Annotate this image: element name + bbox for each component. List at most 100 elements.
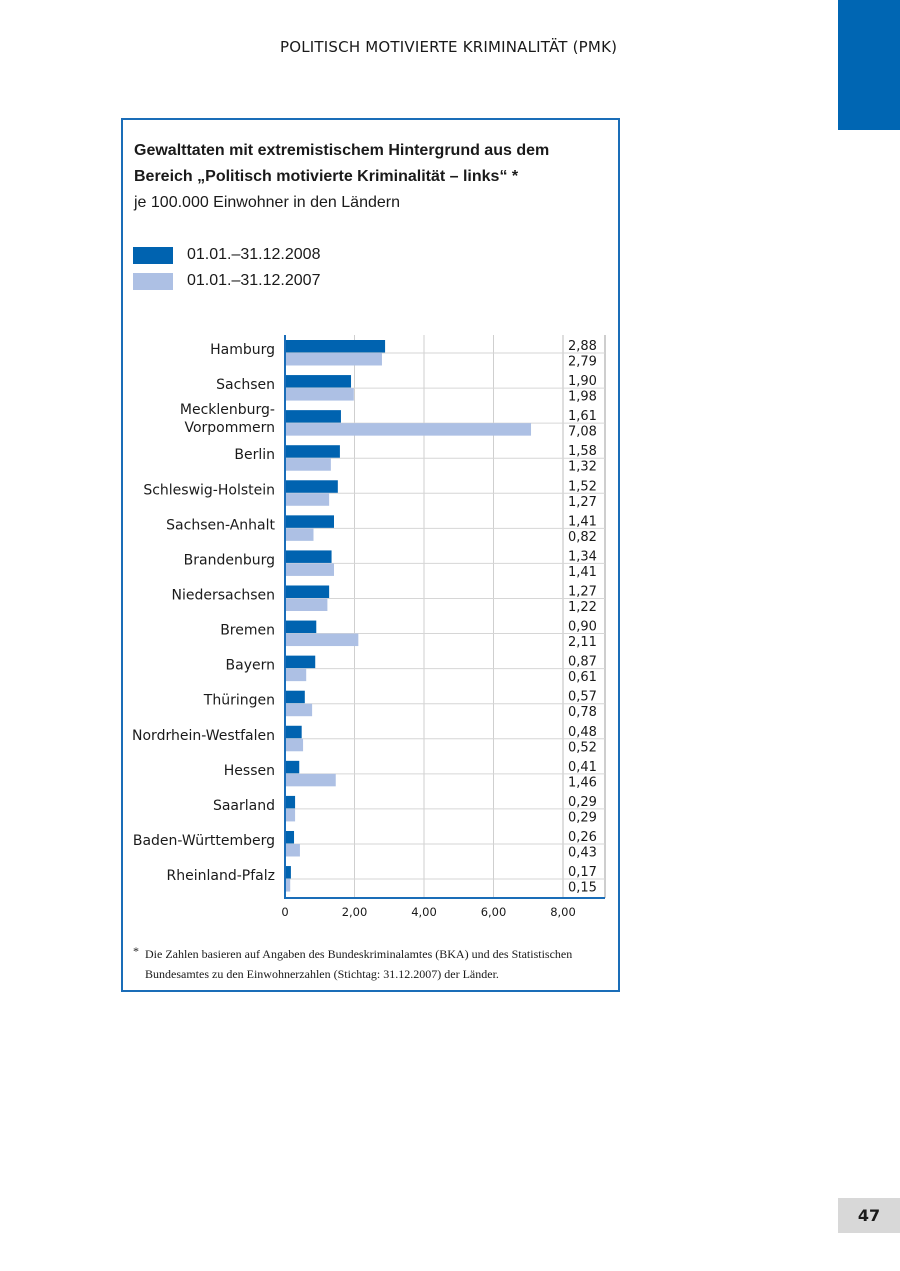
bar-2007	[285, 598, 328, 611]
value-label: 1,32	[568, 460, 597, 475]
value-label: 0,26	[568, 830, 597, 845]
legend-swatch	[133, 246, 173, 264]
value-label: 0,61	[568, 670, 597, 685]
category-label: Bremen	[220, 623, 275, 639]
bar-2008	[285, 725, 302, 739]
bar-2007	[285, 528, 314, 541]
bar-2008	[285, 620, 317, 634]
page-number: 47	[838, 1198, 900, 1233]
category-label: Sachsen-Anhalt	[166, 517, 275, 533]
chart-heading: Gewalttaten mit extremistischem Hintergr…	[134, 138, 610, 216]
category-label: Mecklenburg-	[180, 402, 275, 418]
bar-2007	[285, 843, 300, 857]
bar-2007	[285, 738, 304, 752]
bar-2008	[285, 585, 330, 598]
running-header: POLITISCH MOTIVIERTE KRIMINALITÄT (PMK)	[280, 38, 618, 56]
bar-2008	[285, 795, 296, 809]
category-label: Saarland	[213, 798, 275, 814]
value-label: 0,90	[568, 620, 597, 635]
value-label: 0,82	[568, 530, 597, 545]
category-label: Thüringen	[203, 693, 275, 709]
legend-label: 01.01.–31.12.2007	[187, 272, 321, 289]
bar-2007	[285, 773, 336, 787]
chart-frame	[121, 118, 620, 992]
category-label: Hamburg	[210, 342, 275, 358]
legend-swatch	[133, 272, 173, 290]
bar-2007	[285, 563, 334, 576]
value-label: 1,41	[568, 514, 597, 529]
footnote-marker: *	[133, 944, 139, 958]
value-label: 2,11	[568, 635, 597, 650]
category-label: Vorpommern	[184, 420, 275, 436]
value-label: 0,15	[568, 881, 597, 896]
x-tick-label: 2,00	[342, 905, 368, 919]
value-label: 2,79	[568, 355, 597, 370]
x-tick-label: 8,00	[550, 905, 576, 919]
value-label: 1,41	[568, 565, 597, 580]
footnote: * Die Zahlen basieren auf Angaben des Bu…	[133, 944, 608, 984]
value-label: 0,78	[568, 705, 597, 720]
value-label: 1,34	[568, 549, 597, 564]
bar-2008	[285, 690, 305, 704]
bar-2008	[285, 866, 291, 879]
bar-2007	[285, 493, 330, 506]
x-tick-label: 6,00	[481, 905, 507, 919]
bar-2007	[285, 633, 359, 647]
value-label: 1,27	[568, 495, 597, 510]
x-tick-label: 4,00	[411, 905, 437, 919]
chart-subtitle: je 100.000 Einwohner in den Ländern	[134, 194, 400, 211]
footnote-text: Die Zahlen basieren auf Angaben des Bund…	[145, 947, 573, 981]
bar-2007	[285, 703, 313, 717]
value-label: 1,52	[568, 479, 597, 494]
value-label: 1,61	[568, 409, 597, 424]
category-label: Sachsen	[216, 377, 275, 393]
bar-2007	[285, 388, 354, 401]
value-label: 0,17	[568, 865, 597, 880]
value-label: 1,90	[568, 374, 597, 389]
value-label: 0,52	[568, 740, 597, 755]
section-tab	[838, 0, 900, 130]
bar-2008	[285, 445, 340, 458]
value-label: 0,43	[568, 845, 597, 860]
category-label: Bayern	[226, 658, 275, 674]
category-label: Berlin	[234, 447, 275, 463]
chart-title: Gewalttaten mit extremistischem Hintergr…	[134, 142, 550, 185]
category-label: Nordrhein-Westfalen	[132, 728, 275, 744]
bar-2008	[285, 410, 341, 423]
value-label: 7,08	[568, 425, 597, 440]
bar-2008	[285, 515, 334, 528]
bar-2007	[285, 353, 382, 366]
category-label: Baden-Württemberg	[133, 833, 275, 849]
value-label: 0,29	[568, 795, 597, 810]
bar-2008	[285, 375, 352, 388]
value-label: 0,41	[568, 760, 597, 775]
category-label: Hessen	[224, 763, 275, 779]
bar-2008	[285, 480, 338, 493]
category-label: Niedersachsen	[172, 587, 275, 603]
bar-2008	[285, 760, 300, 774]
legend-label: 01.01.–31.12.2008	[187, 246, 321, 263]
value-label: 0,87	[568, 655, 597, 670]
value-label: 1,22	[568, 600, 597, 615]
value-label: 1,46	[568, 775, 597, 790]
value-label: 1,98	[568, 390, 597, 405]
value-label: 0,57	[568, 690, 597, 705]
value-label: 1,27	[568, 584, 597, 599]
category-label: Rheinland-Pfalz	[167, 868, 275, 884]
value-label: 0,48	[568, 725, 597, 740]
bar-2007	[285, 458, 331, 471]
bar-2008	[285, 655, 316, 669]
category-label: Brandenburg	[184, 552, 275, 568]
value-label: 0,29	[568, 810, 597, 825]
bar-2007	[285, 879, 291, 892]
bar-2008	[285, 830, 295, 844]
category-label: Schleswig-Holstein	[143, 482, 275, 498]
legend-item-2007: 01.01.–31.12.2007	[133, 272, 320, 290]
bar-2007	[285, 808, 296, 822]
value-label: 2,88	[568, 339, 597, 354]
x-tick-label: 0	[281, 905, 288, 919]
bar-2008	[285, 550, 332, 563]
bar-2007	[285, 668, 307, 682]
value-label: 1,58	[568, 444, 597, 459]
